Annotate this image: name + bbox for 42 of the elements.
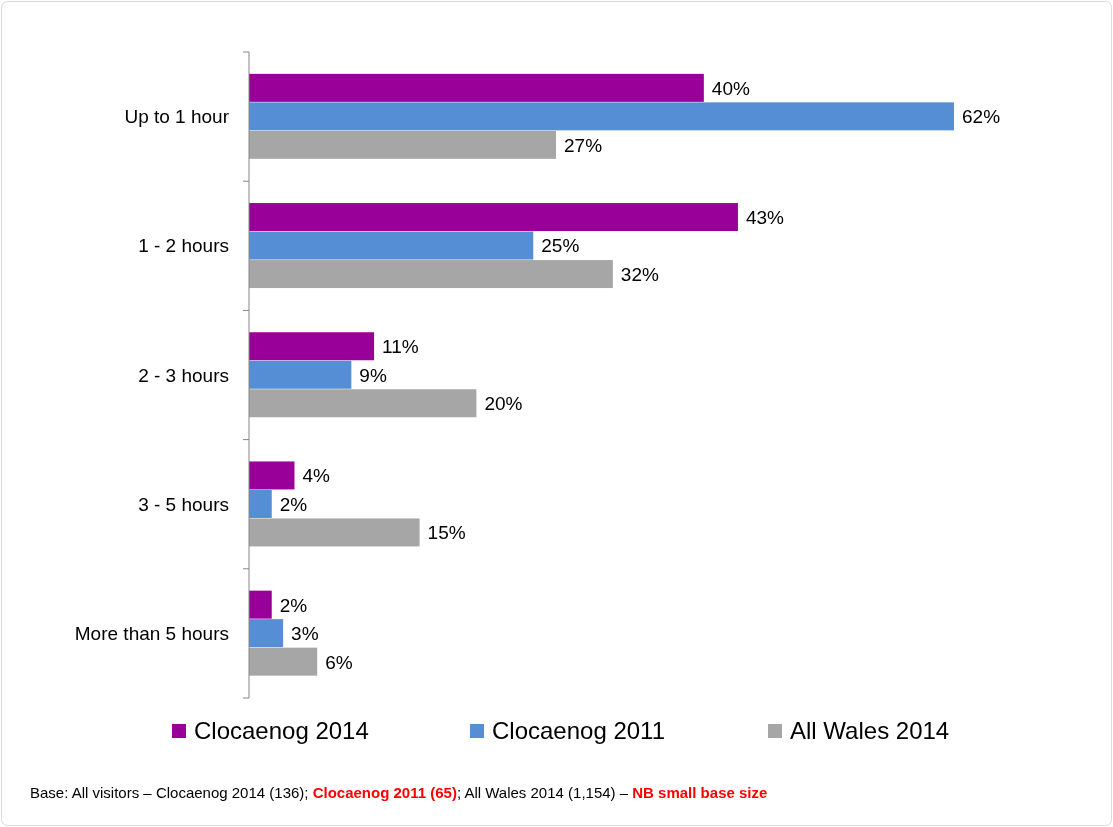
legend-label: Clocaenog 2014 bbox=[194, 717, 369, 745]
bar bbox=[249, 647, 318, 676]
data-label: 3% bbox=[291, 623, 319, 645]
y-tick-label: 3 - 5 hours bbox=[138, 493, 229, 515]
bar bbox=[249, 73, 704, 102]
bar bbox=[249, 231, 534, 260]
y-tick-label: 1 - 2 hours bbox=[138, 235, 229, 257]
bar bbox=[249, 130, 557, 159]
bar bbox=[249, 360, 352, 389]
bar bbox=[249, 461, 295, 490]
text: Base: All visitors – Clocaenog 2014 (136); bbox=[30, 784, 313, 802]
y-tick-label: Up to 1 hour bbox=[124, 106, 230, 128]
data-label: 15% bbox=[427, 522, 466, 544]
data-label: 11% bbox=[382, 336, 419, 358]
bar bbox=[249, 518, 420, 547]
data-label: 20% bbox=[484, 393, 523, 415]
legend-label: Clocaenog 2011 bbox=[492, 717, 666, 745]
bar bbox=[249, 619, 284, 648]
bar bbox=[249, 590, 272, 619]
data-label: 62% bbox=[962, 106, 1001, 128]
bar bbox=[249, 102, 954, 131]
text: Clocaenog 2011 (65) bbox=[312, 784, 457, 802]
text: NB small base size bbox=[632, 784, 768, 802]
data-label: 40% bbox=[711, 77, 750, 99]
data-label: 2% bbox=[279, 493, 308, 515]
data-label: 32% bbox=[620, 263, 659, 285]
bar bbox=[249, 389, 477, 418]
data-label: 27% bbox=[564, 134, 603, 156]
data-label: 2% bbox=[279, 594, 308, 616]
y-tick-label: More than 5 hours bbox=[74, 623, 229, 645]
data-label: 4% bbox=[302, 465, 331, 487]
legend-label: All Wales 2014 bbox=[790, 717, 950, 745]
data-label: 43% bbox=[745, 206, 785, 228]
y-tick-label: 2 - 3 hours bbox=[138, 364, 229, 386]
bar bbox=[249, 203, 738, 232]
bar bbox=[249, 489, 272, 518]
data-label: 25% bbox=[541, 235, 580, 257]
data-label: 6% bbox=[325, 651, 353, 673]
data-label: 9% bbox=[359, 364, 387, 386]
bar bbox=[249, 260, 613, 289]
bar bbox=[249, 332, 375, 361]
text: ; All Wales 2014 (1,154) – bbox=[456, 784, 633, 802]
